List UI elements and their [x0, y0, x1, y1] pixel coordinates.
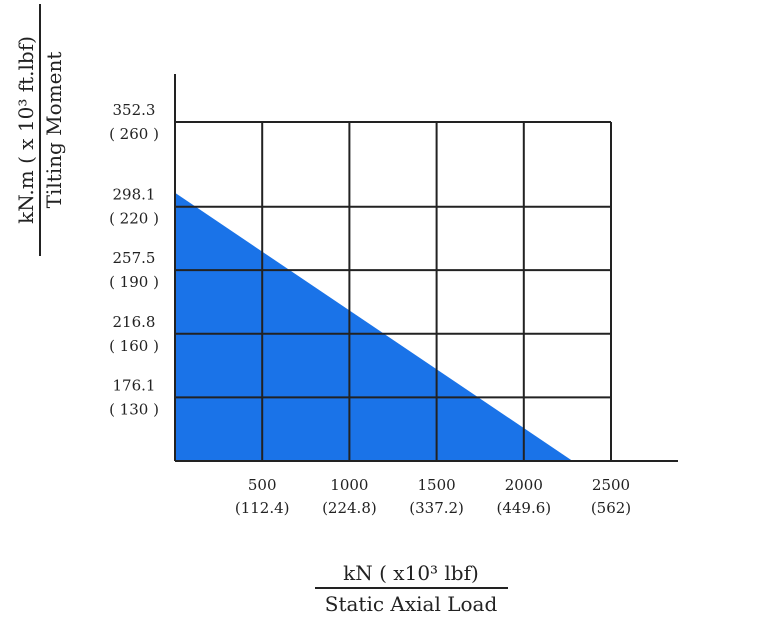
y-tick-label: 298.1 [113, 186, 156, 204]
y-axis-title-group: kN.m ( x 10³ ft.lbf) Tilting Moment [14, 4, 66, 256]
y-tick-label: 352.3 [113, 101, 156, 119]
grid-layer [175, 121, 612, 461]
x-tick-sublabel: (449.6) [496, 499, 551, 517]
y-axis-unit-label: kN.m ( x 10³ ft.lbf) [14, 36, 38, 224]
x-tick-sublabel: (337.2) [409, 499, 464, 517]
x-tick-sublabel: (562) [591, 499, 631, 517]
y-axis-title: Tilting Moment [42, 52, 66, 209]
x-tick-label: 1500 [418, 476, 456, 494]
y-tick-sublabel: ( 160 ) [109, 337, 159, 355]
y-tick-sublabel: ( 260 ) [109, 125, 159, 143]
load-area-layer [175, 192, 573, 461]
x-tick-sublabel: (224.8) [322, 499, 377, 517]
x-axis-unit-label: kN ( x10³ lbf) [343, 561, 479, 585]
y-tick-label: 176.1 [113, 376, 156, 394]
y-tick-sublabel: ( 220 ) [109, 210, 159, 228]
axes [174, 74, 678, 462]
y-tick-sublabel: ( 130 ) [109, 400, 159, 418]
x-tick-label: 500 [248, 476, 277, 494]
tick-labels: 500 (112.4) 1000 (224.8) 1500 (337.2) 2000 (449… [109, 101, 631, 517]
y-tick-label: 257.5 [113, 249, 156, 267]
y-tick-label: 216.8 [113, 313, 156, 331]
x-tick-label: 2000 [505, 476, 543, 494]
x-tick-label: 2500 [592, 476, 630, 494]
x-axis-title-group: kN ( x10³ lbf) Static Axial Load [315, 561, 508, 616]
y-tick-sublabel: ( 190 ) [109, 273, 159, 291]
load-area [175, 192, 573, 461]
x-tick-sublabel: (112.4) [235, 499, 290, 517]
x-axis-title: Static Axial Load [325, 592, 498, 616]
x-tick-label: 1000 [330, 476, 368, 494]
